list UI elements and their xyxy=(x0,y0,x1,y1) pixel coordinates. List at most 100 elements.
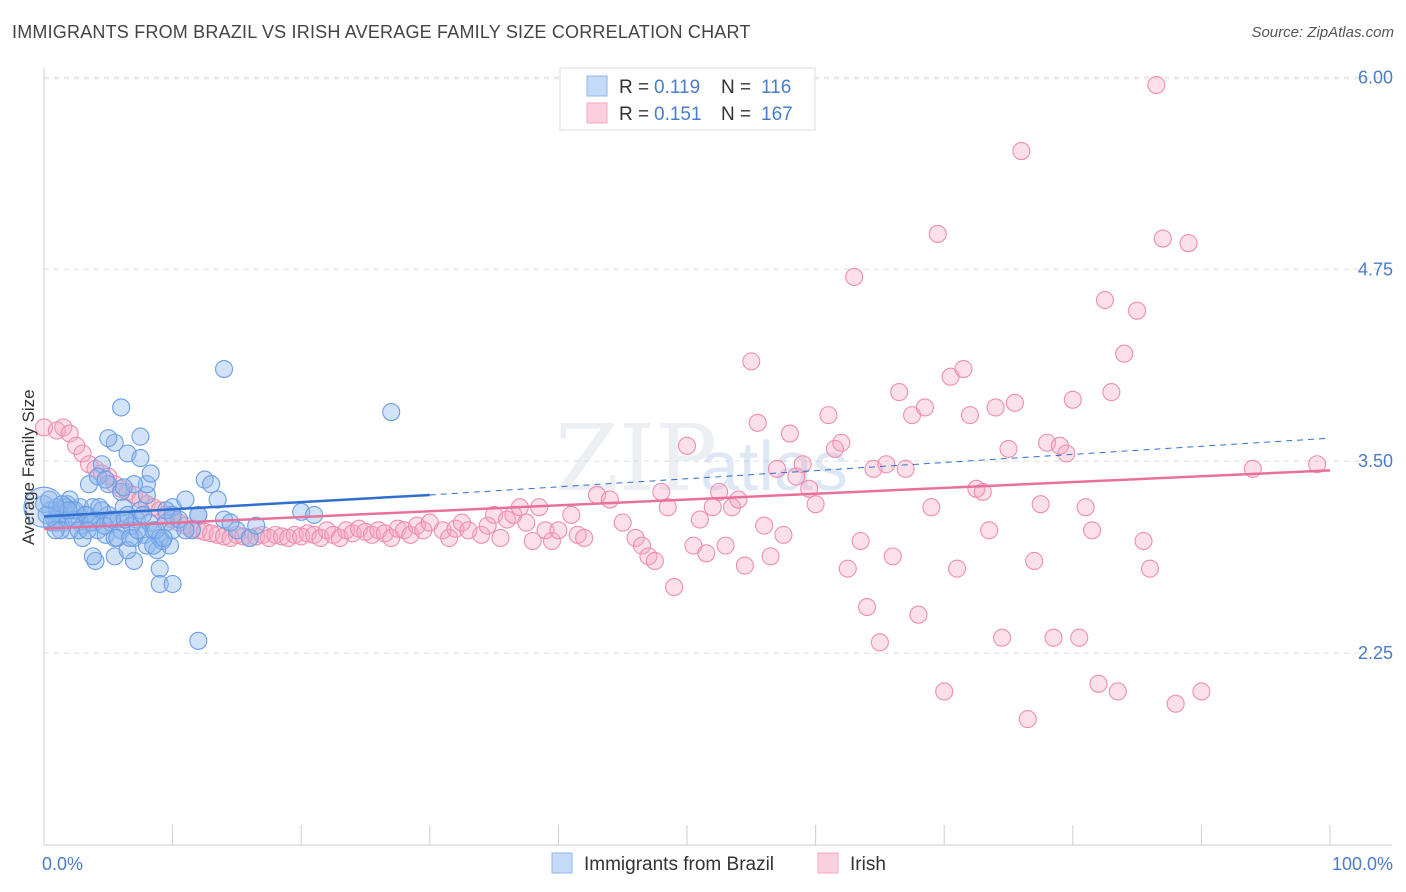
irish-point-144 xyxy=(1025,551,1044,571)
irish-point-124 xyxy=(896,459,915,478)
irish-point-91 xyxy=(677,436,697,455)
irish-point-156 xyxy=(1102,383,1121,402)
y-axis-label: Average Family Size xyxy=(19,389,38,545)
irish-point-158 xyxy=(1115,344,1134,363)
brazil-point-cluster xyxy=(23,486,65,528)
irish-point-114 xyxy=(832,433,851,452)
irish-point-76 xyxy=(542,531,562,551)
irish-point-69 xyxy=(497,510,517,529)
y-tick-label-3: 6.00 xyxy=(1358,67,1393,87)
irish-point-90 xyxy=(665,578,684,597)
irish-point-136 xyxy=(973,482,992,501)
brazil-point-62 xyxy=(114,478,133,497)
legend-r-label-brazil: R = xyxy=(619,77,649,98)
irish-point-126 xyxy=(909,605,928,624)
irish-point-128 xyxy=(922,498,941,517)
irish-point-165 xyxy=(1179,234,1198,253)
irish-point-109 xyxy=(793,455,812,474)
irish-point-141 xyxy=(1005,393,1024,412)
irish-point-153 xyxy=(1083,521,1102,540)
irish-point-155 xyxy=(1095,290,1114,310)
bottom-legend-swatch-irish xyxy=(817,852,839,874)
legend-n-value-irish: 167 xyxy=(761,104,793,125)
y-tick-label-0: 2.25 xyxy=(1358,643,1393,663)
irish-point-104 xyxy=(761,547,780,566)
grid-lines xyxy=(44,76,1392,654)
irish-point-80 xyxy=(575,528,594,547)
x-tick-labels: 0.0% 100.0% xyxy=(42,854,1393,874)
brazil-point-54 xyxy=(131,449,150,468)
irish-point-142 xyxy=(1012,141,1031,161)
brazil-point-63 xyxy=(141,464,160,483)
irish-point-78 xyxy=(562,505,581,524)
irish-point-73 xyxy=(523,531,542,551)
irish-point-102 xyxy=(748,413,767,432)
x-tick-label-1: 100.0% xyxy=(1332,854,1393,874)
irish-point-150 xyxy=(1063,390,1082,409)
source-label: Source: ZipAtlas.com xyxy=(1251,24,1394,41)
brazil-point-102 xyxy=(108,528,127,547)
bottom-legend-swatch-brazil xyxy=(551,852,573,874)
irish-trendline xyxy=(43,469,1331,530)
irish-point-166 xyxy=(1192,682,1211,701)
irish-point-123 xyxy=(890,383,909,402)
irish-point-159 xyxy=(1128,301,1147,320)
irish-point-137 xyxy=(980,521,999,540)
irish-point-100 xyxy=(735,556,754,575)
brazil-point-74 xyxy=(208,490,227,509)
irish-point-6 xyxy=(79,455,99,474)
irish-point-160 xyxy=(1134,531,1153,551)
irish-point-106 xyxy=(774,525,793,544)
brazil-point-88 xyxy=(305,505,324,524)
brazil-point-47 xyxy=(137,485,156,505)
legend-r-value-irish: 0.151 xyxy=(654,104,702,125)
irish-point-157 xyxy=(1108,682,1127,701)
brazil-point-48 xyxy=(150,559,169,578)
irish-point-105 xyxy=(767,459,787,478)
brazil-point-104 xyxy=(121,528,140,547)
brazil-point-58 xyxy=(112,398,131,417)
irish-point-152 xyxy=(1076,498,1095,517)
irish-point-75 xyxy=(536,521,555,540)
y-tick-label-2: 4.75 xyxy=(1358,259,1393,279)
brazil-point-85 xyxy=(214,360,234,379)
irish-point-163 xyxy=(1153,229,1172,248)
brazil-point-99 xyxy=(90,498,109,517)
brazil-point-93 xyxy=(51,521,70,540)
legend-n-label-irish: N = xyxy=(721,104,751,125)
brazil-point-46 xyxy=(124,551,144,571)
legend-swatch-irish xyxy=(586,102,608,124)
irish-point-145 xyxy=(1031,495,1050,514)
legend-n-label-brazil: N = xyxy=(721,77,751,98)
irish-point-116 xyxy=(845,267,864,286)
irish-point-87 xyxy=(645,551,664,571)
irish-point-117 xyxy=(851,531,870,551)
bottom-legend: Immigrants from Brazil Irish xyxy=(551,852,886,875)
irish-point-143 xyxy=(1018,710,1037,729)
irish-point-127 xyxy=(915,398,934,417)
irish-point-140 xyxy=(999,439,1018,458)
legend-swatch-brazil xyxy=(586,75,608,97)
irish-point-154 xyxy=(1089,674,1108,693)
irish-point-133 xyxy=(954,360,973,379)
brazil-point-52 xyxy=(105,433,124,452)
axes xyxy=(43,68,1392,846)
y-tick-label-1: 3.50 xyxy=(1358,451,1393,471)
irish-point-121 xyxy=(877,455,896,474)
irish-point-97 xyxy=(716,536,735,555)
bottom-legend-label-brazil: Immigrants from Brazil xyxy=(584,854,774,875)
brazil-point-57 xyxy=(99,429,118,448)
irish-point-83 xyxy=(613,513,632,532)
x-tick-label-0: 0.0% xyxy=(42,854,83,874)
brazil-point-72 xyxy=(195,470,214,489)
irish-point-58 xyxy=(414,521,433,540)
irish-point-68 xyxy=(491,528,510,547)
legend: R = 0.119 N = 116 R = 0.151 N = 167 xyxy=(559,67,816,131)
irish-point-103 xyxy=(755,516,774,535)
irish-point-96 xyxy=(710,482,729,501)
irish-point-86 xyxy=(639,547,658,566)
brazil-trendline-extension xyxy=(429,437,1331,496)
irish-point-85 xyxy=(632,536,652,555)
brazil-point-112 xyxy=(78,521,97,540)
brazil-trendline xyxy=(43,493,430,518)
